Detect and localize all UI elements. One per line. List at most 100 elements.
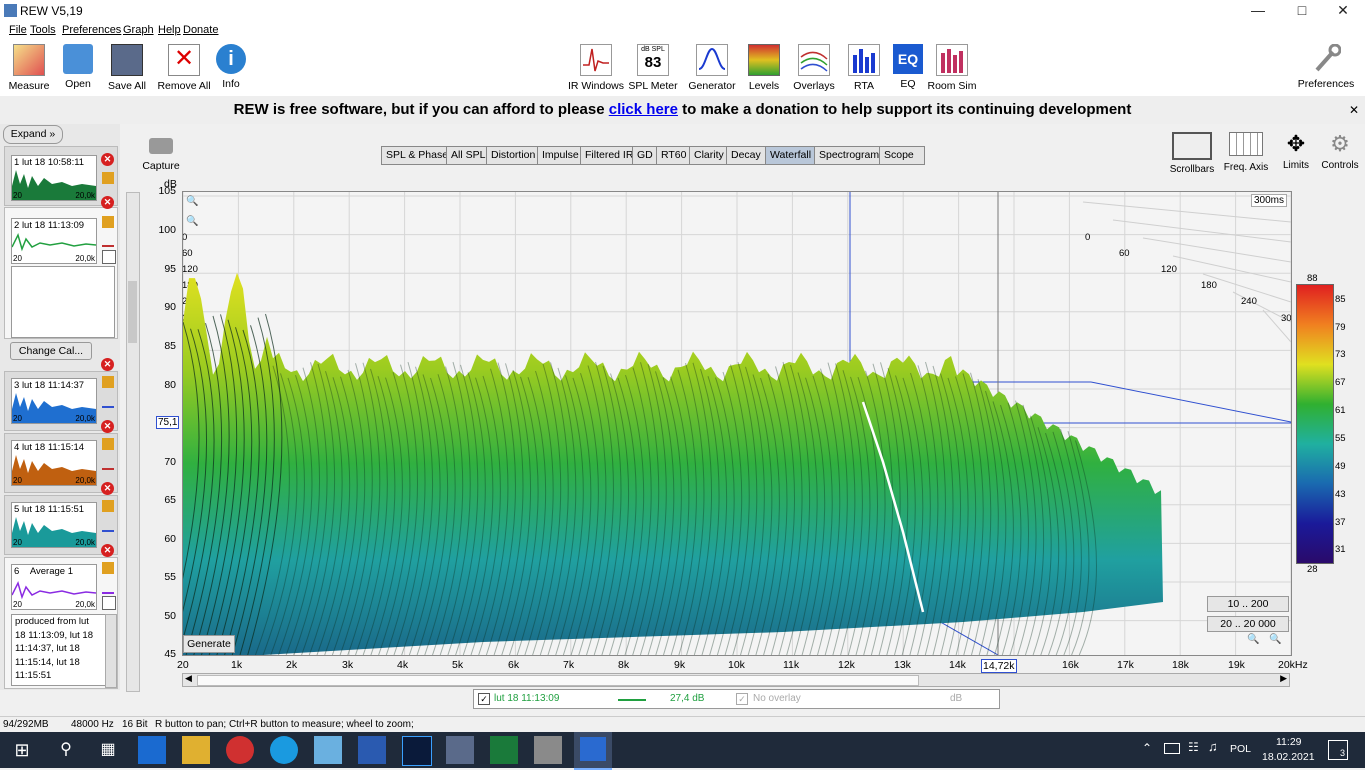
preferences-button[interactable]: Preferences [1294, 43, 1358, 94]
graph-tool-icon[interactable] [102, 172, 114, 184]
remove-measurement-icon[interactable]: ✕ [101, 420, 114, 433]
measurement-thumbnail[interactable]: 2 lut 18 11:13:09 20 20,0k [11, 218, 97, 264]
close-button[interactable]: ✕ [1337, 2, 1349, 18]
rew-taskbar-icon[interactable] [574, 732, 612, 770]
clock-time[interactable]: 11:29 [1276, 736, 1302, 748]
graph-tool-icon[interactable] [102, 376, 114, 388]
tab-spectrogram[interactable]: Spectrogram [814, 146, 887, 165]
limits-button[interactable]: ✥ Limits [1274, 132, 1318, 172]
menu-graph[interactable]: Graph [123, 24, 154, 36]
scrollbars-button[interactable]: Scrollbars [1167, 132, 1217, 175]
remove-measurement-icon[interactable]: ✕ [101, 544, 114, 557]
range-button-20-20000[interactable]: 20 .. 20 000 [1207, 616, 1289, 632]
measurement-card-3[interactable]: 3 lut 18 11:14:37 20 20,0k ✕ [4, 358, 118, 431]
remove-measurement-icon[interactable]: ✕ [101, 153, 114, 166]
tray-chevron-icon[interactable]: ⌃ [1142, 741, 1153, 755]
pen-icon[interactable] [102, 518, 114, 532]
remove-measurement-icon[interactable]: ✕ [101, 482, 114, 495]
measurement-thumbnail[interactable]: 6 Average 1 20 20,0k [11, 564, 97, 610]
skype-icon[interactable] [270, 736, 298, 764]
search-icon[interactable]: ⚲ [60, 741, 72, 758]
scroll-thumb[interactable] [197, 675, 919, 686]
zoom-in-icon[interactable]: 🔍 [186, 196, 199, 207]
controls-button[interactable]: ⚙ Controls [1318, 132, 1362, 172]
measurement-thumbnail[interactable]: 3 lut 18 11:14:37 20 20,0k [11, 378, 97, 424]
maximize-button[interactable]: □ [1297, 2, 1307, 18]
volume-icon[interactable]: ♫ [1208, 739, 1218, 754]
tab-rt60[interactable]: RT60 [656, 146, 697, 165]
graph-tool-icon[interactable] [102, 562, 114, 574]
notes-icon[interactable] [102, 250, 116, 264]
tab-clarity[interactable]: Clarity [689, 146, 734, 165]
graph-tool-icon[interactable] [102, 500, 114, 512]
tab-decay[interactable]: Decay [726, 146, 773, 165]
calculator-icon[interactable] [534, 736, 562, 764]
pen-icon[interactable] [102, 233, 114, 247]
average-notes[interactable]: produced from lut 18 11:13:09, lut 18 11… [11, 614, 108, 686]
generator-button[interactable]: Generator [680, 44, 744, 94]
remove-measurement-icon[interactable]: ✕ [101, 196, 114, 209]
scroll-left-arrow[interactable]: ◀ [185, 673, 192, 683]
save-app-icon[interactable] [446, 736, 474, 764]
scroll-right-arrow[interactable]: ▶ [1280, 673, 1287, 683]
expand-button[interactable]: Expand » [3, 125, 63, 144]
remove-measurement-icon[interactable]: ✕ [101, 358, 114, 371]
notification-icon[interactable] [1328, 740, 1348, 760]
app-icon-blue[interactable] [314, 736, 342, 764]
measurement-card-1[interactable]: 1 lut 18 10:58:11 20 20,0k ✕ [4, 146, 118, 206]
menu-tools[interactable]: Tools [30, 24, 56, 36]
minimize-button[interactable]: — [1251, 2, 1265, 18]
room-sim-button[interactable]: Room Sim [920, 44, 984, 94]
menu-help[interactable]: Help [158, 24, 181, 36]
menu-file[interactable]: File [9, 24, 27, 36]
spl-meter-button[interactable]: dB SPL 83 SPL Meter [628, 44, 678, 92]
task-view-icon[interactable]: ▦ [100, 741, 116, 758]
tab-distortion[interactable]: Distortion [486, 146, 545, 165]
graph-horizontal-scrollbar[interactable]: ◀ ▶ [182, 673, 1290, 687]
outlook-icon[interactable] [138, 736, 166, 764]
save-all-button[interactable]: Save All [95, 44, 159, 94]
info-button[interactable]: i Info [199, 44, 263, 94]
battery-icon[interactable] [1164, 743, 1180, 754]
tab-all-spl[interactable]: All SPL [446, 146, 494, 165]
tab-waterfall[interactable]: Waterfall [765, 146, 822, 165]
remove-all-button[interactable]: ✕ Remove All [157, 44, 211, 92]
capture-button[interactable]: Capture [142, 138, 180, 174]
notes-area[interactable] [11, 266, 115, 338]
menu-donate[interactable]: Donate [183, 24, 219, 36]
wifi-icon[interactable]: ☷ [1188, 740, 1199, 754]
graph-tool-icon[interactable] [102, 216, 114, 228]
measurement-card-2[interactable]: 2 lut 18 11:13:09 20 20,0k ✕ [4, 196, 118, 339]
zoom-out-icon[interactable]: 🔍 [186, 216, 199, 227]
banner-close-icon[interactable]: ✕ [1348, 103, 1359, 117]
file-explorer-icon[interactable] [182, 736, 210, 764]
panel-scrollbar-thumb[interactable] [128, 281, 137, 343]
change-cal-button[interactable]: Change Cal... [10, 342, 92, 360]
donate-link[interactable]: click here [608, 101, 678, 118]
panel-scrollbar[interactable] [126, 192, 140, 692]
waterfall-plot[interactable]: 060120180240300060120180240300 300ms 🔍 🔍… [182, 191, 1292, 656]
clock-date[interactable]: 18.02.2021 [1262, 751, 1315, 763]
zoom-in-icon[interactable]: 🔍 [1247, 634, 1260, 645]
pen-icon[interactable] [102, 456, 114, 470]
ir-windows-button[interactable]: IR Windows [564, 44, 628, 94]
language-indicator[interactable]: POL [1230, 743, 1252, 755]
windows-start-icon[interactable]: ⊞ [14, 740, 30, 760]
eq-button[interactable]: EQ EQ [876, 44, 940, 94]
menu-preferences[interactable]: Preferences [62, 24, 122, 36]
generate-button[interactable]: Generate [183, 635, 235, 653]
word-icon[interactable] [358, 736, 386, 764]
chrome-icon[interactable] [226, 736, 254, 764]
freq-axis-button[interactable]: Freq. Axis [1220, 132, 1272, 173]
measurement-card-5[interactable]: 5 lut 18 11:15:51 20 20,0k ✕ [4, 482, 118, 555]
pen-icon[interactable] [102, 580, 114, 594]
overlays-button[interactable]: Overlays [782, 44, 846, 94]
zoom-out-icon[interactable]: 🔍 [1269, 634, 1282, 645]
photoshop-icon[interactable] [402, 736, 432, 766]
excel-icon[interactable] [490, 736, 518, 764]
tab-spl-phase[interactable]: SPL & Phase [381, 146, 454, 165]
measurement-card-4[interactable]: 4 lut 18 11:15:14 20 20,0k ✕ [4, 420, 118, 493]
notes-scrollbar[interactable] [105, 614, 117, 688]
overlay-checkbox[interactable]: ✓ [736, 693, 748, 705]
rta-button[interactable]: RTA [832, 44, 896, 94]
